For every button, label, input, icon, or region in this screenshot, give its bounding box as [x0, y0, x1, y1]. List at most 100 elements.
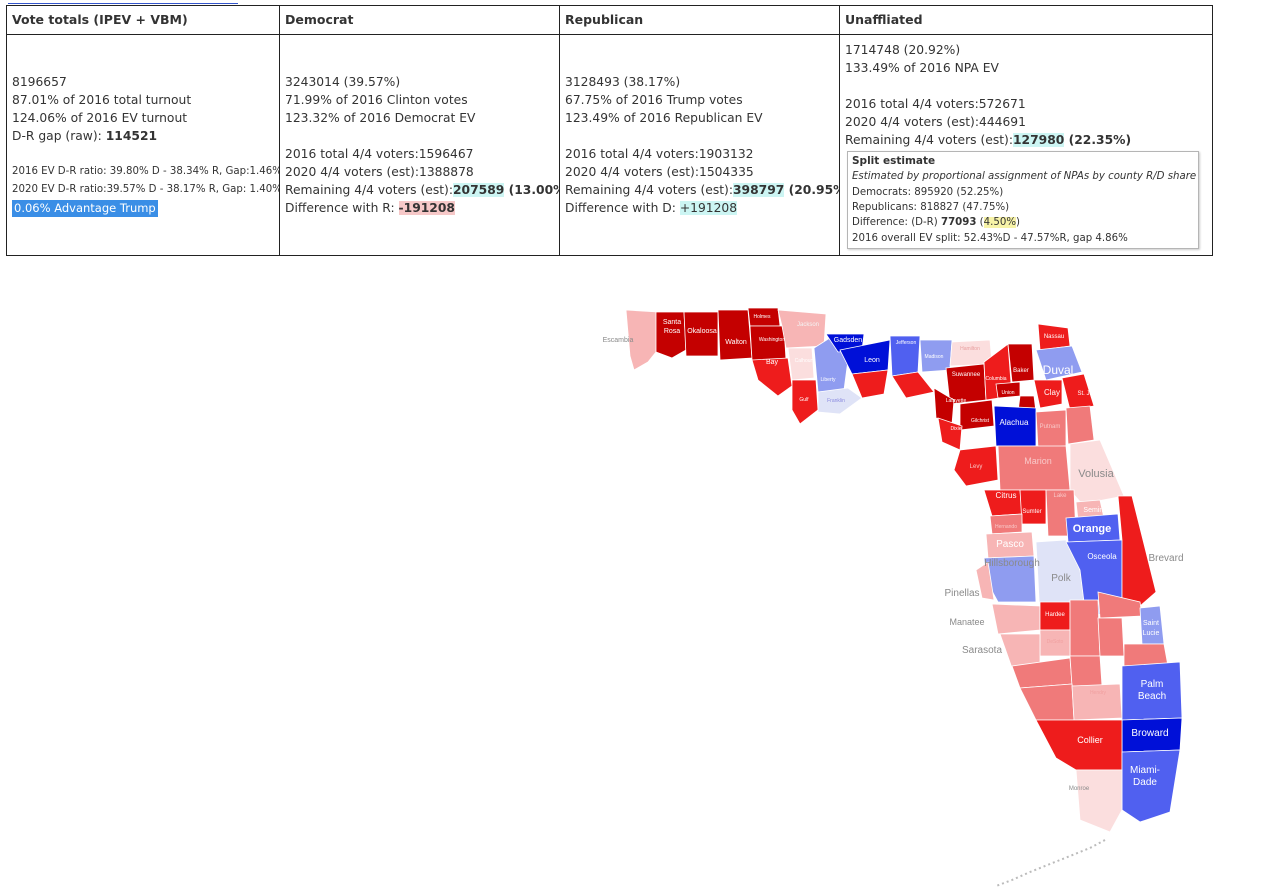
county-washington[interactable] [749, 325, 787, 361]
florida-map-svg: Escambia Santa Rosa Okaloosa Walton Holm… [603, 307, 1184, 887]
county-wakulla[interactable] [851, 369, 889, 399]
rep-remaining-pct: (20.95%) [788, 183, 839, 197]
label-hernando: Hernando [995, 524, 1017, 530]
label-santa-rosa-2: Rosa [664, 328, 680, 335]
label-jackson: Jackson [797, 322, 819, 328]
table-header-row: Vote totals (IPEV + VBM) Democrat Republ… [6, 5, 1213, 35]
county-glades[interactable] [1069, 655, 1103, 687]
split-diff-value: 77093 [940, 217, 977, 229]
split-overall-2016: 2016 overall EV split: 52.43%D - 47.57%R… [852, 232, 1128, 244]
county-manatee[interactable] [991, 603, 1041, 635]
county-levy[interactable] [953, 445, 999, 487]
county-brevard[interactable] [1117, 495, 1157, 607]
county-jackson[interactable] [777, 309, 827, 349]
una-remaining-pct: (22.35%) [1064, 133, 1132, 148]
rep-pct-trump: 67.75% of 2016 Trump votes [565, 93, 743, 107]
split-diff-label: Difference: (D-R) [852, 217, 941, 229]
split-difference: Difference: (D-R) 77093 (4.50%) [852, 215, 1194, 230]
county-duval[interactable] [1035, 345, 1083, 381]
county-martin[interactable] [1123, 643, 1169, 667]
dem-voters-2020: 2020 4/4 voters (est):1388878 [285, 165, 474, 179]
county-hernando[interactable] [989, 513, 1023, 535]
rep-remaining: Remaining 4/4 voters (est):398797 (20.95… [565, 181, 839, 199]
label-liberty: Liberty [820, 377, 836, 383]
label-gilchrist: Gilchrist [971, 418, 990, 424]
pct-2016-ev-turnout: 124.06% of 2016 EV turnout [12, 111, 188, 125]
dem-voters-2016: 2016 total 4/4 voters:1596467 [285, 147, 474, 161]
pct-2016-turnout: 87.01% of 2016 total turnout [12, 93, 192, 107]
county-bay[interactable] [751, 357, 793, 397]
label-jefferson: Jefferson [896, 340, 917, 346]
total-votes: 8196657 [12, 75, 67, 89]
county-lee[interactable] [1019, 683, 1075, 721]
label-citrus: Citrus [996, 491, 1017, 500]
county-taylor[interactable] [891, 371, 935, 399]
county-dixie[interactable] [937, 417, 963, 451]
header-unaffiliated: Unaffliated [839, 5, 1213, 35]
ratio-2020: 2020 EV D-R ratio:39.57% D - 38.17% R, G… [12, 184, 280, 195]
republican-cell: 3128493 (38.17%) 67.75% of 2016 Trump vo… [559, 34, 840, 256]
una-remaining-value: 127980 [1013, 133, 1065, 148]
ratio-2016: 2016 EV D-R ratio: 39.80% D - 38.34% R, … [12, 166, 280, 177]
rep-diff-value: +191208 [679, 201, 738, 215]
county-franklin[interactable] [817, 387, 863, 415]
header-republican: Republican [559, 5, 840, 35]
split-diff-open: ( [976, 217, 984, 229]
county-st-johns[interactable] [1061, 373, 1095, 411]
top-link-underline[interactable] [8, 0, 238, 4]
label-monroe: Monroe [1069, 786, 1090, 792]
label-broward: Broward [1131, 728, 1168, 739]
county-flagler[interactable] [1065, 405, 1095, 445]
unaffiliated-cell: 1714748 (20.92%) 133.49% of 2016 NPA EV … [839, 34, 1213, 256]
label-sumter: Sumter [1022, 509, 1041, 515]
dem-diff-value: -191208 [398, 201, 455, 215]
una-voters-2016: 2016 total 4/4 voters:572671 [845, 97, 1026, 112]
label-franklin: Franklin [827, 398, 845, 404]
label-polk: Polk [1051, 573, 1071, 584]
label-clay: Clay [1044, 388, 1060, 397]
label-bay: Bay [766, 359, 779, 366]
label-columbia: Columbia [985, 376, 1006, 382]
county-pinellas[interactable] [975, 561, 995, 601]
label-hardee: Hardee [1045, 612, 1065, 618]
dr-gap-label: D-R gap (raw): [12, 129, 106, 143]
county-volusia[interactable] [1069, 439, 1125, 505]
label-lafayette: Lafayette [946, 398, 967, 404]
county-okaloosa[interactable] [683, 311, 719, 357]
label-palm-beach-1: Palm [1141, 679, 1164, 690]
county-clay[interactable] [1033, 379, 1063, 409]
label-collier: Collier [1077, 735, 1103, 745]
label-escambia: Escambia [603, 337, 634, 344]
label-manatee: Manatee [949, 617, 984, 627]
split-estimate-box: Split estimate Estimated by proportional… [847, 151, 1199, 249]
label-volusia: Volusia [1078, 468, 1114, 480]
label-leon: Leon [864, 357, 880, 364]
label-pasco: Pasco [996, 539, 1024, 550]
split-diff-pct: 4.50% [983, 217, 1017, 229]
county-gulf[interactable] [791, 379, 819, 425]
label-seminole: Seminole [1083, 507, 1112, 514]
county-sumter[interactable] [1019, 489, 1047, 525]
label-suwannee: Suwannee [952, 372, 981, 378]
dem-remaining-value: 207589 [453, 183, 505, 197]
county-baker[interactable] [1007, 343, 1035, 383]
rep-total: 3128493 (38.17%) [565, 75, 681, 89]
county-marion[interactable] [997, 445, 1071, 491]
una-remaining: Remaining 4/4 voters (est):127980 (22.35… [845, 131, 1207, 149]
split-diff-close: ) [1016, 217, 1021, 229]
county-highlands[interactable] [1069, 599, 1101, 657]
rep-difference: Difference with D: +191208 [565, 199, 834, 217]
county-monroe[interactable] [1075, 769, 1123, 833]
county-walton[interactable] [717, 309, 753, 361]
county-okeechobee[interactable] [1097, 617, 1125, 657]
county-santa-rosa[interactable] [655, 311, 687, 359]
county-collier[interactable] [1035, 719, 1123, 771]
label-hendry: Hendry [1090, 690, 1107, 696]
una-voters-2020: 2020 4/4 voters (est):444691 [845, 115, 1026, 130]
split-title: Split estimate [852, 155, 936, 168]
dem-diff-label: Difference with R: [285, 201, 399, 215]
dem-difference: Difference with R: -191208 [285, 199, 554, 217]
florida-county-map: Escambia Santa Rosa Okaloosa Walton Holm… [600, 300, 1220, 890]
county-gilchrist[interactable] [959, 399, 995, 431]
county-calhoun[interactable] [787, 347, 815, 381]
